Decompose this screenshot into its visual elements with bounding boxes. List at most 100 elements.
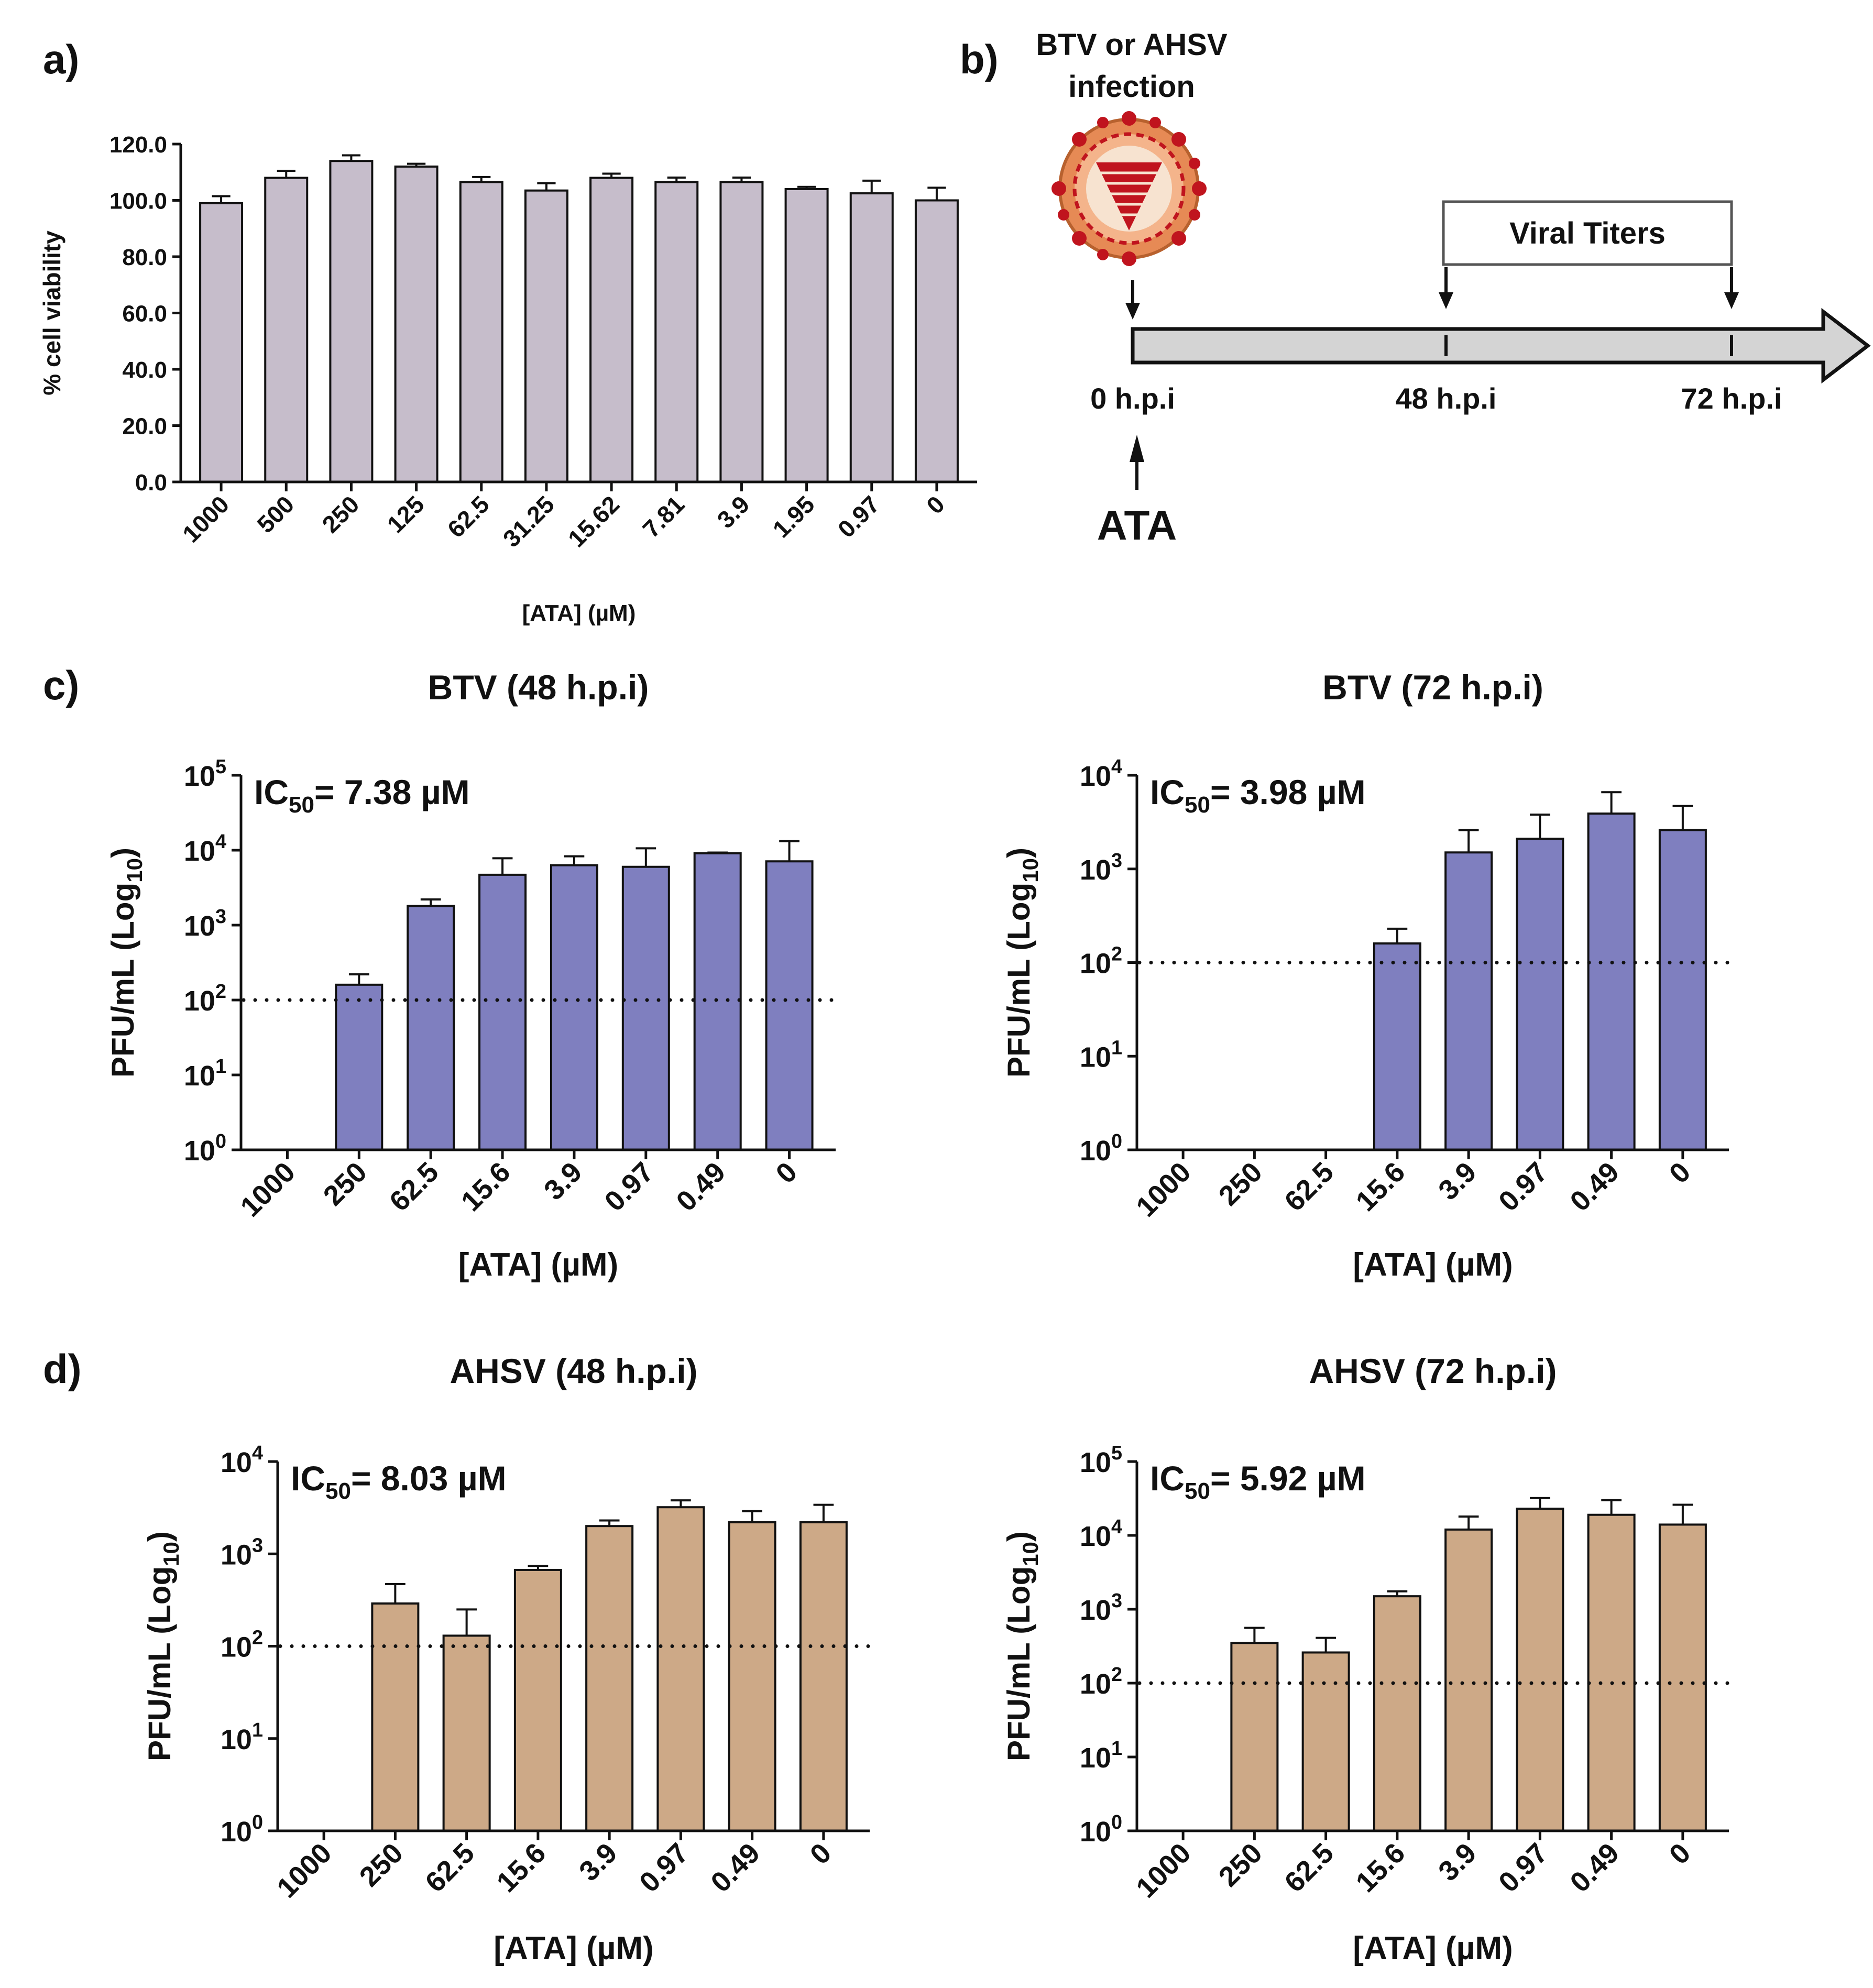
y-tick-label: 105: [184, 756, 226, 792]
y-axis-label: PFU/mL (Log10): [142, 1531, 183, 1761]
bar-0.49: [693, 852, 742, 1151]
ic50-label: IC50= 5.92 µM: [1150, 1459, 1366, 1504]
timeline-diagram: BTV or AHSV infection: [1036, 28, 1871, 548]
bar-62.5: [459, 181, 503, 483]
bar-3.9: [1444, 1528, 1493, 1832]
x-tick-label: 0.49: [1564, 1837, 1625, 1898]
x-tick-label: 3.9: [711, 490, 754, 533]
bar-0.97: [1516, 838, 1564, 1151]
y-tick-label: 101: [184, 1056, 226, 1092]
x-axis-label: [ATA] (µM): [458, 1247, 618, 1283]
x-tick-label: 500: [251, 490, 299, 538]
x-tick-label: 0.49: [705, 1837, 766, 1898]
bar-3.9: [1444, 851, 1493, 1151]
x-axis-label: [ATA] (µM): [494, 1930, 653, 1967]
bar-15.6: [478, 873, 527, 1151]
time-axis-arrow: [1131, 307, 1871, 384]
bar-62.5: [442, 1634, 491, 1832]
timepoint-72: 72 h.p.i: [1681, 382, 1782, 415]
viral-titers-label: Viral Titers: [1509, 216, 1666, 250]
bar-0: [914, 199, 959, 483]
bar-0: [1658, 829, 1707, 1151]
x-tick-label: 0: [1663, 1837, 1697, 1871]
timepoint-0: 0 h.p.i: [1090, 382, 1175, 415]
x-tick-label: 250: [1213, 1156, 1268, 1212]
x-tick-label: 15.62: [563, 490, 625, 552]
y-tick-label: 102: [1080, 943, 1122, 980]
bar-250: [371, 1602, 420, 1832]
x-tick-label: 0: [804, 1837, 838, 1871]
x-tick-label: 1000: [1130, 1837, 1197, 1904]
x-tick-label: 15.6: [455, 1156, 517, 1217]
bar-31.25: [524, 189, 568, 483]
x-tick-label: 1000: [1130, 1156, 1197, 1223]
bar-0: [799, 1521, 848, 1832]
x-tick-label: 3.9: [1432, 1837, 1483, 1887]
infection-label-line1: BTV or AHSV: [1036, 28, 1228, 62]
y-tick-label: 60.0: [122, 301, 167, 327]
x-axis-label: [ATA] (µM): [1353, 1930, 1513, 1967]
bar-250: [1230, 1642, 1279, 1832]
y-tick-label: 100.0: [109, 189, 167, 214]
bar-3.9: [719, 181, 764, 483]
bar-0: [1658, 1523, 1707, 1832]
y-tick-label: 104: [1080, 756, 1122, 792]
bar-15.6: [1373, 942, 1421, 1151]
chart-title: BTV (48 h.p.i): [428, 668, 649, 707]
x-tick-label: 250: [1213, 1837, 1268, 1893]
panel-label-d: d): [43, 1346, 82, 1392]
y-tick-label: 105: [1080, 1442, 1122, 1478]
chart-c2: BTV (72 h.p.i) 100 101 102 103 104 1000 250 62.5…: [1001, 668, 1731, 1283]
infection-arrows: [1125, 267, 1739, 320]
y-tick-label: 101: [1080, 1037, 1122, 1073]
bar-125: [394, 166, 439, 483]
x-tick-label: 3.9: [538, 1156, 588, 1206]
x-tick-label: 0.97: [1493, 1156, 1554, 1217]
y-tick-label: 103: [1080, 850, 1122, 886]
panel-label-a: a): [43, 36, 79, 82]
bar-15.6: [513, 1568, 562, 1832]
infection-label-line2: infection: [1068, 70, 1195, 104]
y-tick-label: 100: [1080, 1811, 1122, 1848]
x-tick-label: 250: [317, 1156, 373, 1212]
bar-0.97: [1516, 1507, 1564, 1832]
x-tick-label: 0.49: [1564, 1156, 1625, 1217]
x-tick-label: 31.25: [498, 490, 560, 552]
x-tick-label: 250: [316, 490, 364, 538]
x-tick-label: 3.9: [573, 1837, 623, 1887]
timepoint-48: 48 h.p.i: [1396, 382, 1497, 415]
bar-3.9: [550, 864, 598, 1151]
x-axis-label: [ATA] (µM): [1353, 1247, 1513, 1283]
treatment-label: ATA: [1097, 502, 1177, 548]
x-tick-label: 1000: [177, 490, 234, 547]
bar-0.49: [1587, 1513, 1636, 1832]
x-tick-label: 15.6: [491, 1837, 552, 1898]
y-tick-label: 120.0: [109, 132, 167, 158]
x-tick-label: 0.97: [599, 1156, 660, 1217]
bar-500: [264, 177, 309, 483]
virus-particle-icon: [1051, 111, 1207, 266]
bar-0.49: [728, 1521, 776, 1832]
bar-0.97: [656, 1506, 705, 1832]
x-tick-label: 250: [354, 1837, 409, 1893]
x-tick-label: 1000: [235, 1156, 301, 1223]
ic50-label: IC50= 7.38 µM: [254, 773, 470, 818]
chart-a: 0.0 20.0 40.0 60.0 80.0 100.0 120.0 1000 500 250 1…: [38, 132, 977, 626]
bar-62.5: [407, 905, 455, 1151]
y-tick-label: 101: [221, 1719, 263, 1755]
x-tick-label: 7.81: [637, 490, 689, 543]
y-tick-label: 20.0: [122, 414, 167, 440]
bar-250: [329, 160, 374, 483]
bar-0.97: [621, 865, 670, 1151]
x-tick-label: 15.6: [1350, 1837, 1411, 1898]
x-tick-label: 62.5: [1278, 1837, 1340, 1898]
y-tick-label: 101: [1080, 1738, 1122, 1774]
x-tick-label: 0.49: [670, 1156, 731, 1217]
y-tick-label: 100: [1080, 1130, 1122, 1167]
y-tick-label: 103: [221, 1534, 263, 1570]
bar-62.5: [1301, 1651, 1350, 1832]
chart-title: AHSV (72 h.p.i): [1309, 1352, 1557, 1390]
x-tick-label: 0.97: [1493, 1837, 1554, 1898]
x-axis-label: [ATA] (µM): [522, 600, 636, 626]
